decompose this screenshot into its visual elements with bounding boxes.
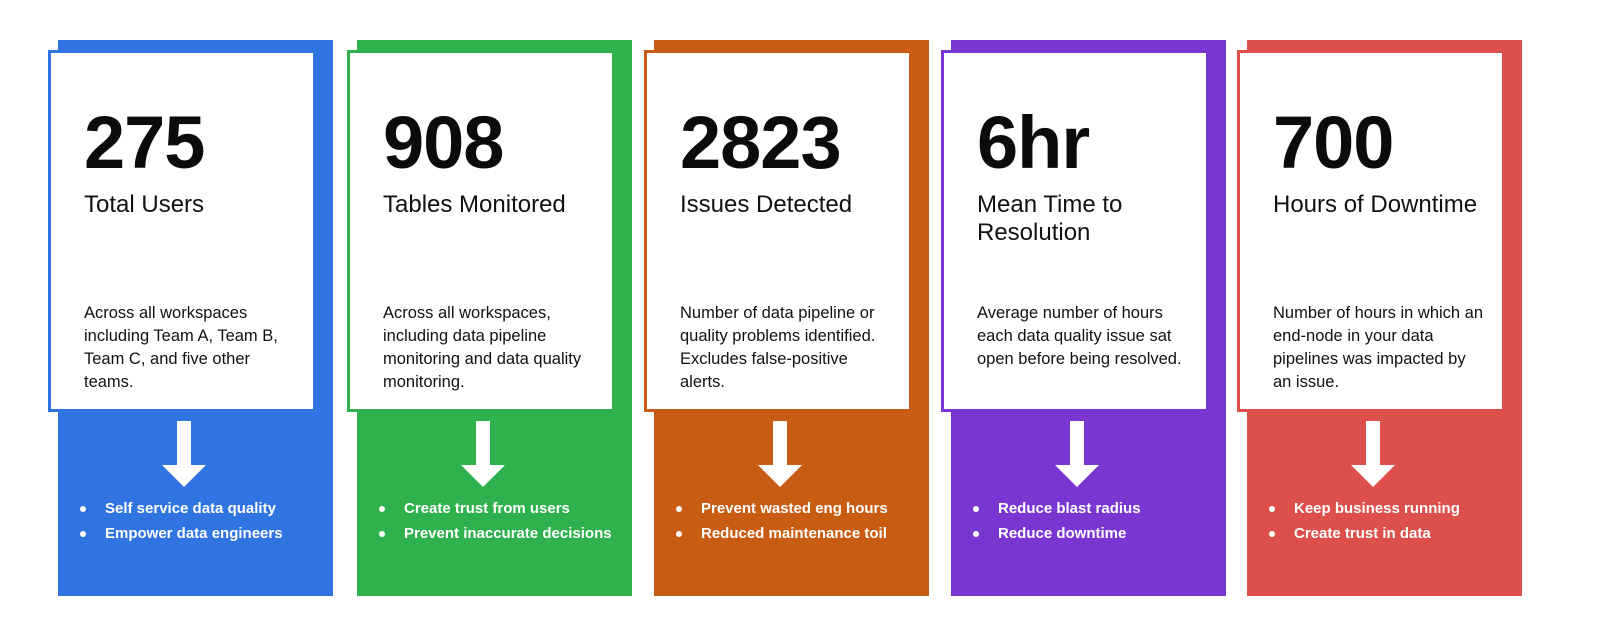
- down-arrow-icon: [1351, 421, 1395, 487]
- stat-card-hours-of-downtime: 700 Hours of Downtime Number of hours in…: [1237, 40, 1522, 596]
- benefit-item: Create trust in data: [1269, 521, 1460, 546]
- card-content-box: 275 Total Users Across all workspaces in…: [48, 50, 316, 412]
- benefit-item: Self service data quality: [80, 496, 283, 521]
- bullet-icon: [379, 531, 385, 537]
- metric-value: 275: [84, 101, 205, 184]
- bullet-icon: [379, 506, 385, 512]
- metric-description: Across all workspaces including Team A, …: [84, 304, 278, 391]
- metric-title: Mean Time to Resolution: [977, 191, 1123, 246]
- card-content-box: 700 Hours of Downtime Number of hours in…: [1237, 50, 1505, 412]
- stat-card-mean-time-to-resolution: 6hr Mean Time to Resolution Average numb…: [941, 40, 1226, 596]
- metric-value: 2823: [680, 101, 842, 184]
- benefit-text: Create trust in data: [1294, 525, 1431, 542]
- bullet-icon: [80, 531, 86, 537]
- benefit-item: Reduced maintenance toil: [676, 521, 888, 546]
- benefit-text: Reduce blast radius: [998, 500, 1141, 517]
- metric-description: Across all workspaces, including data pi…: [383, 304, 582, 391]
- down-arrow-icon: [162, 421, 206, 487]
- metric-description: Number of hours in which an end-node in …: [1273, 304, 1484, 391]
- benefit-text: Reduced maintenance toil: [701, 525, 887, 542]
- benefit-text: Self service data quality: [105, 500, 276, 517]
- benefit-item: Prevent wasted eng hours: [676, 496, 888, 521]
- bullet-icon: [676, 506, 682, 512]
- card-content-box: 908 Tables Monitored Across all workspac…: [347, 50, 615, 412]
- benefit-text: Create trust from users: [404, 500, 570, 517]
- down-arrow-icon: [461, 421, 505, 487]
- metric-title: Tables Monitored: [383, 191, 566, 218]
- metric-description: Number of data pipeline or quality probl…: [680, 304, 876, 391]
- benefit-item: Reduce blast radius: [973, 496, 1141, 521]
- metric-value: 6hr: [977, 101, 1090, 184]
- benefit-list: Keep business running Create trust in da…: [1269, 496, 1460, 546]
- benefit-list: Create trust from users Prevent inaccura…: [379, 496, 612, 546]
- metric-title: Total Users: [84, 191, 205, 218]
- metric-title: Issues Detected: [680, 191, 853, 218]
- benefit-text: Prevent inaccurate decisions: [404, 525, 612, 542]
- stat-card-issues-detected: 2823 Issues Detected Number of data pipe…: [644, 40, 929, 596]
- benefit-item: Create trust from users: [379, 496, 612, 521]
- benefit-list: Prevent wasted eng hours Reduced mainten…: [676, 496, 888, 546]
- benefit-list: Self service data quality Empower data e…: [80, 496, 283, 546]
- benefit-item: Reduce downtime: [973, 521, 1141, 546]
- down-arrow-icon: [758, 421, 802, 487]
- bullet-icon: [80, 506, 86, 512]
- bullet-icon: [973, 506, 979, 512]
- benefit-text: Empower data engineers: [105, 525, 283, 542]
- benefit-text: Prevent wasted eng hours: [701, 500, 888, 517]
- stat-card-total-users: 275 Total Users Across all workspaces in…: [48, 40, 333, 596]
- card-content-box: 6hr Mean Time to Resolution Average numb…: [941, 50, 1209, 412]
- benefit-item: Keep business running: [1269, 496, 1460, 521]
- bullet-icon: [1269, 506, 1275, 512]
- card-content-box: 2823 Issues Detected Number of data pipe…: [644, 50, 912, 412]
- bullet-icon: [1269, 531, 1275, 537]
- benefit-text: Reduce downtime: [998, 525, 1127, 542]
- stat-card-tables-monitored: 908 Tables Monitored Across all workspac…: [347, 40, 632, 596]
- down-arrow-icon: [1055, 421, 1099, 487]
- metric-value: 700: [1273, 101, 1394, 184]
- bullet-icon: [676, 531, 682, 537]
- benefit-item: Prevent inaccurate decisions: [379, 521, 612, 546]
- benefit-text: Keep business running: [1294, 500, 1460, 517]
- benefit-item: Empower data engineers: [80, 521, 283, 546]
- benefit-list: Reduce blast radius Reduce downtime: [973, 496, 1141, 546]
- metric-title: Hours of Downtime: [1273, 191, 1478, 218]
- metric-description: Average number of hours each data qualit…: [977, 304, 1182, 368]
- metric-value: 908: [383, 101, 504, 184]
- bullet-icon: [973, 531, 979, 537]
